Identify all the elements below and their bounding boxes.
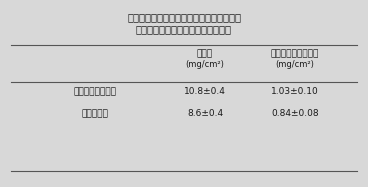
Text: 表１　高濃度炭酸ガス施用樹の比葉重及び: 表１ 高濃度炭酸ガス施用樹の比葉重及び [127,12,241,22]
Text: 比葉重: 比葉重 [197,49,213,58]
Text: 高濃度炭酸ガス樹: 高濃度炭酸ガス樹 [74,87,117,96]
Text: 葉中クロロフィル量: 葉中クロロフィル量 [271,49,319,58]
Text: (mg/cm²): (mg/cm²) [185,60,224,69]
Text: 10.8±0.4: 10.8±0.4 [184,87,226,96]
Text: 葉中クロロフィル量（ブドウ）: 葉中クロロフィル量（ブドウ） [136,24,232,34]
Text: 1.03±0.10: 1.03±0.10 [271,87,319,96]
Text: 対　照　樹: 対 照 樹 [82,109,109,118]
Text: (mg/cm²): (mg/cm²) [276,60,314,69]
Text: 0.84±0.08: 0.84±0.08 [271,109,319,118]
Text: 8.6±0.4: 8.6±0.4 [187,109,223,118]
